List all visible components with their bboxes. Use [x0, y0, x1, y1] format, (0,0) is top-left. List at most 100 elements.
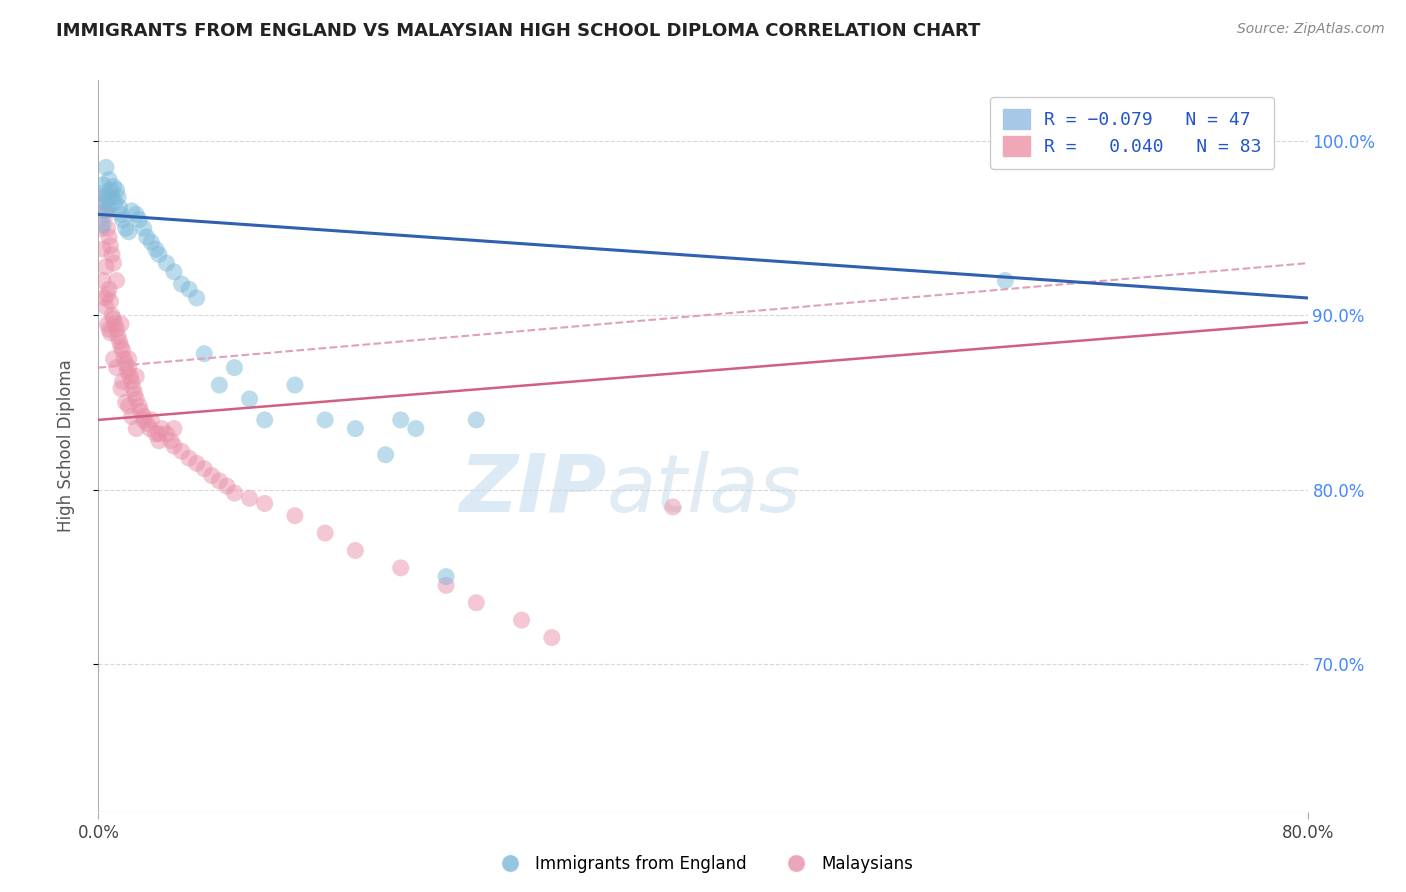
Point — [224, 486, 246, 500]
Point — [98, 201, 121, 215]
Point — [389, 413, 412, 427]
Point — [465, 413, 488, 427]
Point — [100, 238, 122, 252]
Point — [96, 317, 118, 331]
Point — [110, 340, 132, 354]
Point — [284, 508, 307, 523]
Y-axis label: High School Diploma: High School Diploma — [56, 359, 75, 533]
Point — [465, 596, 488, 610]
Point — [314, 526, 336, 541]
Point — [239, 392, 262, 406]
Point — [91, 178, 114, 192]
Point — [114, 357, 136, 371]
Point — [170, 277, 193, 291]
Point — [145, 426, 167, 441]
Point — [105, 360, 128, 375]
Point — [118, 399, 141, 413]
Point — [112, 351, 135, 366]
Point — [224, 360, 246, 375]
Point — [129, 404, 152, 418]
Point — [118, 360, 141, 375]
Point — [124, 386, 146, 401]
Point — [179, 282, 201, 296]
Point — [121, 409, 143, 424]
Point — [114, 221, 136, 235]
Text: Source: ZipAtlas.com: Source: ZipAtlas.com — [1237, 22, 1385, 37]
Point — [108, 201, 131, 215]
Point — [91, 242, 114, 256]
Point — [107, 190, 129, 204]
Point — [107, 329, 129, 343]
Point — [114, 395, 136, 409]
Point — [135, 230, 157, 244]
Point — [125, 369, 148, 384]
Point — [141, 413, 163, 427]
Point — [93, 291, 115, 305]
Point — [120, 369, 142, 384]
Point — [434, 578, 457, 592]
Point — [179, 451, 201, 466]
Point — [661, 500, 683, 514]
Point — [284, 378, 307, 392]
Point — [100, 294, 122, 309]
Point — [100, 183, 122, 197]
Point — [118, 225, 141, 239]
Point — [132, 413, 155, 427]
Point — [96, 190, 118, 204]
Point — [96, 221, 118, 235]
Point — [150, 421, 173, 435]
Point — [170, 444, 193, 458]
Point — [98, 230, 121, 244]
Point — [434, 569, 457, 583]
Point — [108, 334, 131, 349]
Point — [125, 392, 148, 406]
Point — [186, 291, 208, 305]
Point — [104, 195, 127, 210]
Point — [103, 351, 125, 366]
Point — [163, 421, 186, 435]
Legend: Immigrants from England, Malaysians: Immigrants from England, Malaysians — [486, 848, 920, 880]
Point — [215, 479, 238, 493]
Point — [121, 203, 143, 218]
Point — [148, 434, 170, 448]
Point — [111, 375, 134, 389]
Point — [314, 413, 336, 427]
Point — [104, 317, 127, 331]
Point — [93, 203, 115, 218]
Point — [135, 417, 157, 431]
Point — [101, 309, 124, 323]
Point — [98, 172, 121, 186]
Point — [111, 212, 134, 227]
Point — [94, 300, 117, 314]
Point — [139, 421, 162, 435]
Point — [122, 382, 145, 396]
Point — [94, 203, 117, 218]
Point — [94, 207, 117, 221]
Point — [132, 409, 155, 424]
Text: IMMIGRANTS FROM ENGLAND VS MALAYSIAN HIGH SCHOOL DIPLOMA CORRELATION CHART: IMMIGRANTS FROM ENGLAND VS MALAYSIAN HIG… — [56, 22, 980, 40]
Point — [110, 382, 132, 396]
Point — [163, 265, 186, 279]
Point — [405, 421, 427, 435]
Point — [118, 351, 141, 366]
Point — [115, 364, 138, 378]
Point — [201, 468, 224, 483]
Point — [94, 260, 117, 274]
Point — [239, 491, 262, 506]
Point — [155, 256, 177, 270]
Point — [103, 179, 125, 194]
Text: atlas: atlas — [606, 450, 801, 529]
Text: ZIP: ZIP — [458, 450, 606, 529]
Point — [110, 317, 132, 331]
Point — [510, 613, 533, 627]
Point — [253, 413, 276, 427]
Point — [163, 439, 186, 453]
Point — [344, 421, 367, 435]
Point — [994, 274, 1017, 288]
Point — [141, 235, 163, 250]
Point — [145, 242, 167, 256]
Point — [132, 221, 155, 235]
Point — [105, 322, 128, 336]
Point — [90, 221, 112, 235]
Point — [148, 426, 170, 441]
